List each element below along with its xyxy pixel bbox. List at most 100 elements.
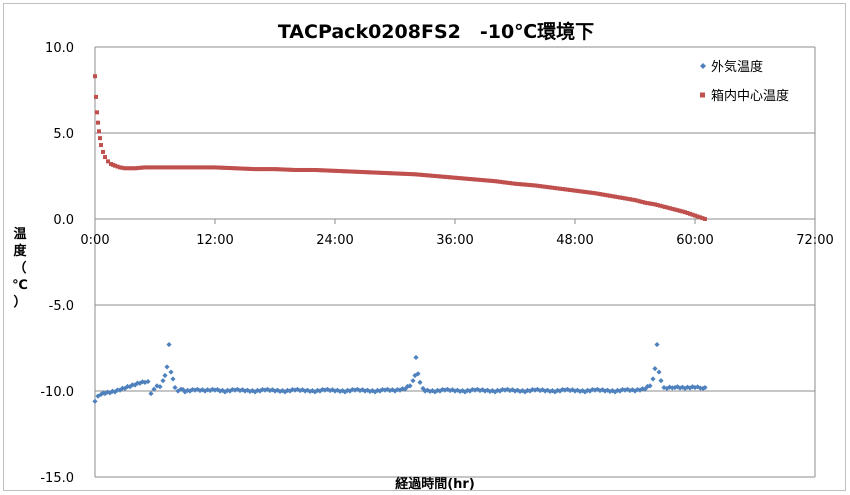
chart-frame [3,3,846,491]
data-point [333,168,337,173]
data-point [635,198,640,203]
data-point [320,168,325,173]
data-point [539,387,546,393]
data-point [125,166,130,171]
data-point [443,174,447,179]
data-point [668,206,672,211]
data-point [323,168,327,173]
data-point [368,170,372,175]
data-point [473,177,477,182]
data-point [403,171,407,176]
data-point [258,167,262,172]
data-point [365,170,370,175]
data-point [122,385,128,392]
data-point [569,387,576,393]
data-point [623,196,627,201]
data-point [303,167,307,172]
data-point [378,170,382,175]
data-series [92,74,708,404]
data-point [610,194,615,199]
data-point [180,165,185,170]
data-point [343,169,347,174]
data-point [92,398,98,404]
data-point [583,189,587,194]
data-point [114,387,121,393]
data-point [355,169,360,174]
data-point [313,167,317,172]
data-point [238,166,242,171]
data-point [172,384,178,391]
data-point [523,182,527,187]
data-point [213,165,217,170]
data-point [702,384,708,391]
data-point [559,386,566,393]
data-point [585,190,590,195]
x-tick-label: 48:00 [556,233,593,248]
data-point [229,386,236,393]
data-point [589,386,596,393]
data-point [637,387,643,393]
data-point [505,180,510,185]
data-point [695,384,701,390]
data-point [665,205,670,210]
data-point [673,207,677,212]
data-point [208,165,212,170]
data-point [463,176,467,181]
data-point [348,169,352,174]
y-axis-label-char: 度 [13,243,27,259]
data-point [375,170,380,175]
data-point [656,369,662,375]
data-point [430,173,435,178]
data-point [588,190,592,195]
data-point [288,167,292,172]
data-point [100,390,106,396]
data-point [150,165,155,170]
x-tick-label: 72:00 [796,233,833,248]
data-point [470,177,475,182]
data-point [493,179,497,184]
legend-label: 外気温度 [711,59,763,75]
data-point [203,165,207,170]
data-point [283,167,287,172]
y-tick-labels: 10.0 5.0 0.0 -5.0 -10.0 -15.0 [40,41,74,486]
data-point [678,208,682,213]
data-point [697,385,703,391]
data-point [260,167,265,172]
data-point [690,212,695,217]
data-point [475,177,480,182]
data-point [640,200,645,205]
data-point [433,174,437,178]
y-axis-label-char: （ [13,260,26,276]
data-point [300,167,305,172]
data-point [660,204,665,209]
data-point [373,170,377,175]
data-point [158,165,162,170]
data-point [609,388,616,394]
x-tick-label: 0:00 [80,233,109,248]
data-point [453,175,457,180]
data-point [193,165,197,170]
y-axis-label-char: 温 [13,227,26,242]
data-point [573,188,577,193]
data-point [151,386,157,392]
data-point [95,393,101,399]
data-point [235,166,240,171]
data-point [664,385,670,392]
data-point [448,175,452,180]
data-point [593,191,597,196]
data-point [669,385,675,391]
series-outside-temp [92,341,708,404]
data-point [168,165,172,170]
data-point [560,187,565,192]
data-point [468,177,472,182]
data-point [633,198,637,203]
data-point [385,171,390,176]
data-point [145,165,150,170]
data-point [358,169,362,174]
data-point [700,216,705,221]
data-point [653,202,657,207]
y-tick-label: 10.0 [45,41,74,56]
data-point [160,378,166,384]
x-axis-label: 経過時間(hr) [395,476,475,492]
data-point [195,165,200,170]
